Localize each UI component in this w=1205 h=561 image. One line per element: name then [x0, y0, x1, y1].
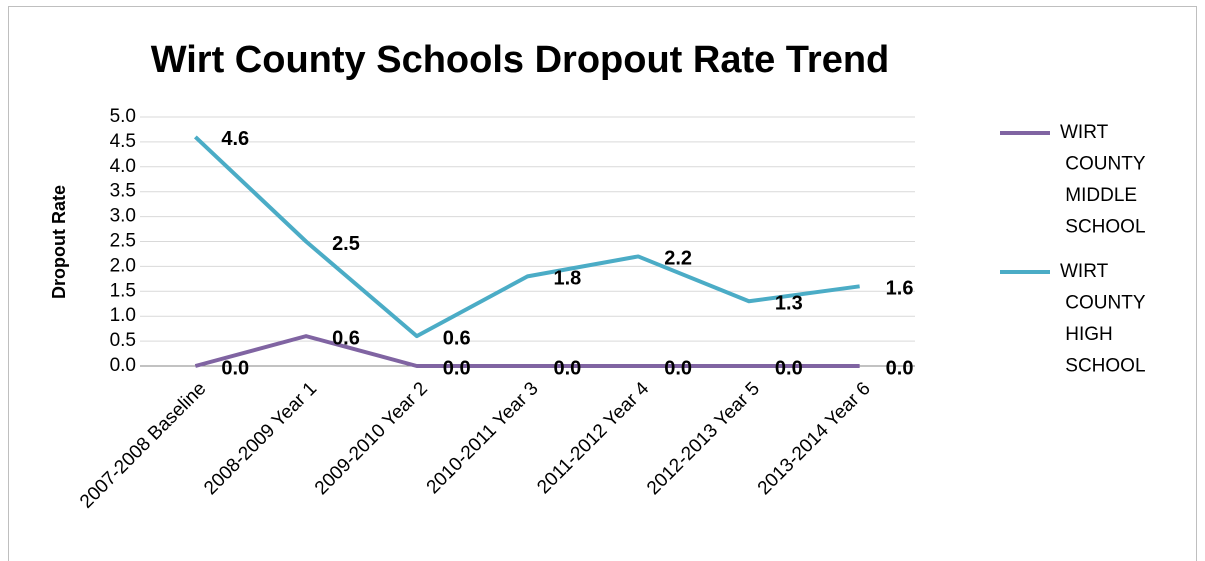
data-label: 0.6	[332, 327, 360, 349]
chart-title: Wirt County Schools Dropout Rate Trend	[151, 39, 890, 81]
series-line	[193, 135, 860, 339]
y-tick-label: 3.0	[110, 206, 136, 227]
y-tick-label: 0.5	[110, 330, 136, 351]
y-axis-label: Dropout Rate	[49, 185, 69, 299]
y-tick-label: 2.5	[110, 231, 136, 252]
data-label: 0.6	[443, 327, 471, 349]
data-label: 4.6	[221, 128, 249, 150]
legend-label: WIRT COUNTY MIDDLE SCHOOL	[1060, 122, 1146, 238]
y-tick-label: 3.5	[110, 181, 136, 202]
y-tick-label: 0.0	[110, 355, 136, 376]
y-tick-label: 4.5	[110, 131, 136, 152]
y-tick-label: 1.5	[110, 280, 136, 301]
data-label: 0.0	[775, 357, 803, 379]
data-label: 1.6	[886, 278, 914, 300]
y-tick-label: 5.0	[110, 106, 136, 127]
legend-label: WIRT COUNTY HIGH SCHOOL	[1060, 261, 1146, 377]
series-line	[194, 334, 860, 368]
data-label: 0.0	[886, 357, 914, 379]
y-tick-label: 2.0	[110, 255, 136, 276]
data-label: 2.2	[664, 248, 692, 270]
data-label: 0.0	[443, 357, 471, 379]
data-label: 2.5	[332, 233, 360, 255]
data-label: 0.0	[554, 357, 582, 379]
data-label: 0.0	[221, 357, 249, 379]
data-label: 0.0	[664, 357, 692, 379]
data-label: 1.3	[775, 293, 803, 315]
y-tick-label: 1.0	[110, 305, 136, 326]
chart-frame	[8, 6, 1197, 561]
data-label: 1.8	[554, 268, 582, 290]
y-tick-label: 4.0	[110, 156, 136, 177]
